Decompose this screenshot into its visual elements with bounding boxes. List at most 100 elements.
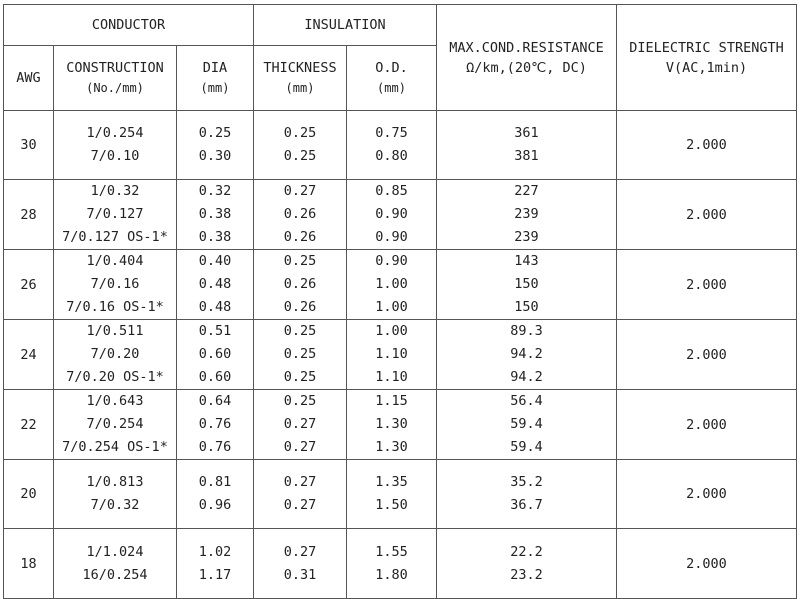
dia-value: 0.76: [198, 416, 232, 432]
construction-cell: 1/0.32 7/0.127 7/0.127 OS-1*: [53, 179, 177, 250]
thickness-value: 0.26: [283, 276, 317, 292]
dia-cell: 0.64 0.76 0.76: [176, 389, 254, 460]
resistance-value: 239: [514, 229, 539, 245]
construction-value: 7/0.254 OS-1*: [62, 439, 168, 455]
od-value: 1.30: [375, 439, 408, 455]
table-header: CONDUCTOR INSULATION MAX.COND.RESISTANCE…: [3, 4, 797, 111]
dia-header: DIA (mm): [176, 45, 254, 111]
dia-value: 1.02: [198, 543, 232, 560]
dia-cell: 0.40 0.48 0.48: [176, 249, 254, 320]
resistance-value: 89.3: [510, 323, 543, 339]
dia-value: 0.30: [198, 148, 232, 164]
resistance-cell: 56.4 59.4 59.4: [436, 389, 617, 460]
resistance-value: 35.2: [510, 474, 543, 490]
dia-cell: 0.32 0.38 0.38: [176, 179, 254, 250]
dia-value: 1.17: [198, 566, 232, 583]
od-cell: 1.55 1.80: [346, 528, 437, 599]
construction-value: 1/0.643: [86, 393, 144, 409]
od-cell: 0.85 0.90 0.90: [346, 179, 437, 250]
resistance-value: 36.7: [510, 497, 543, 513]
od-cell: 1.35 1.50: [346, 459, 437, 529]
resistance-header-line2: Ω/km,(20℃, DC): [466, 59, 587, 76]
header-group-row: CONDUCTOR INSULATION MAX.COND.RESISTANCE…: [3, 4, 797, 111]
resistance-value: 56.4: [510, 393, 543, 409]
construction-value: 7/0.20 OS-1*: [66, 369, 164, 385]
thickness-header-unit: (mm): [285, 81, 315, 95]
dielectric-cell: 2.000: [616, 110, 797, 180]
resistance-value: 227: [514, 183, 539, 199]
dia-value: 0.48: [198, 299, 232, 315]
dia-cell: 0.25 0.30: [176, 110, 254, 180]
od-value: 1.00: [375, 299, 408, 315]
dia-value: 0.51: [198, 323, 232, 339]
thickness-value: 0.25: [283, 323, 317, 339]
construction-cell: 1/0.813 7/0.32: [53, 459, 177, 529]
thickness-value: 0.26: [283, 299, 317, 315]
construction-value: 7/0.16: [90, 276, 140, 292]
dia-value: 0.38: [198, 206, 232, 222]
resistance-value: 94.2: [510, 369, 543, 385]
table-row: 30 1/0.254 7/0.10 0.25 0.30 0.25 0.25 0.75 0.80 3…: [3, 110, 797, 180]
resistance-value: 239: [514, 206, 539, 222]
header-sub-row: AWG CONSTRUCTION (No./mm) DIA (mm) THICK…: [3, 45, 797, 111]
dielectric-cell: 2.000: [616, 249, 797, 320]
construction-cell: 1/0.254 7/0.10: [53, 110, 177, 180]
resistance-value: 150: [514, 276, 539, 292]
construction-header: CONSTRUCTION (No./mm): [53, 45, 177, 111]
resistance-cell: 22.2 23.2: [436, 528, 617, 599]
od-header-unit: (mm): [377, 81, 406, 95]
dia-value: 0.60: [198, 346, 232, 362]
construction-value: 7/0.20: [90, 346, 140, 362]
construction-cell: 1/1.024 16/0.254: [53, 528, 177, 599]
od-header-label: O.D.: [375, 60, 408, 76]
awg-cell: 24: [3, 319, 54, 390]
od-value: 0.85: [375, 183, 408, 199]
dia-header-unit: (mm): [200, 81, 230, 95]
construction-value: 7/0.127: [86, 206, 144, 222]
construction-value: 16/0.254: [82, 566, 148, 583]
thickness-value: 0.26: [283, 206, 317, 222]
resistance-cell: 143 150 150: [436, 249, 617, 320]
dielectric-cell: 2.000: [616, 319, 797, 390]
resistance-value: 59.4: [510, 439, 543, 455]
resistance-header-line1: MAX.COND.RESISTANCE: [449, 39, 604, 56]
awg-cell: 30: [3, 110, 54, 180]
od-value: 0.90: [375, 253, 408, 269]
od-value: 0.90: [375, 206, 408, 222]
table-row: 22 1/0.643 7/0.254 7/0.254 OS-1* 0.64 0.76 0.7…: [3, 389, 797, 460]
resistance-cell: 361 381: [436, 110, 617, 180]
construction-value: 7/0.254: [86, 416, 144, 432]
thickness-value: 0.25: [283, 369, 317, 385]
table-row: 24 1/0.511 7/0.20 7/0.20 OS-1* 0.51 0.60 0.60 0…: [3, 319, 797, 390]
thickness-header-label: THICKNESS: [263, 60, 337, 76]
od-cell: 1.00 1.10 1.10: [346, 319, 437, 390]
dia-cell: 0.81 0.96: [176, 459, 254, 529]
construction-value: 1/0.254: [86, 125, 144, 141]
od-value: 0.90: [375, 229, 408, 245]
od-value: 1.10: [375, 346, 408, 362]
od-header: O.D. (mm): [346, 45, 437, 111]
dielectric-cell: 2.000: [616, 389, 797, 460]
dielectric-header-line2: V(AC,1min): [665, 59, 748, 76]
resistance-value: 143: [514, 253, 539, 269]
awg-cell: 28: [3, 179, 54, 250]
construction-cell: 1/0.511 7/0.20 7/0.20 OS-1*: [53, 319, 177, 390]
dielectric-cell: 2.000: [616, 528, 797, 599]
resistance-value: 22.2: [510, 543, 543, 560]
awg-cell: 20: [3, 459, 54, 529]
awg-cell: 22: [3, 389, 54, 460]
thickness-value: 0.26: [283, 229, 317, 245]
construction-value: 1/0.32: [90, 183, 140, 199]
dia-cell: 0.51 0.60 0.60: [176, 319, 254, 390]
thickness-value: 0.25: [283, 253, 317, 269]
wire-spec-table: CONDUCTOR INSULATION MAX.COND.RESISTANCE…: [3, 4, 797, 599]
thickness-value: 0.25: [283, 346, 317, 362]
dia-value: 0.81: [198, 474, 232, 490]
conductor-group-header: CONDUCTOR: [3, 4, 254, 46]
dia-value: 0.25: [198, 125, 232, 141]
awg-cell: 18: [3, 528, 54, 599]
thickness-cell: 0.25 0.25: [253, 110, 347, 180]
construction-value: 1/0.404: [86, 253, 144, 269]
thickness-cell: 0.27 0.26 0.26: [253, 179, 347, 250]
